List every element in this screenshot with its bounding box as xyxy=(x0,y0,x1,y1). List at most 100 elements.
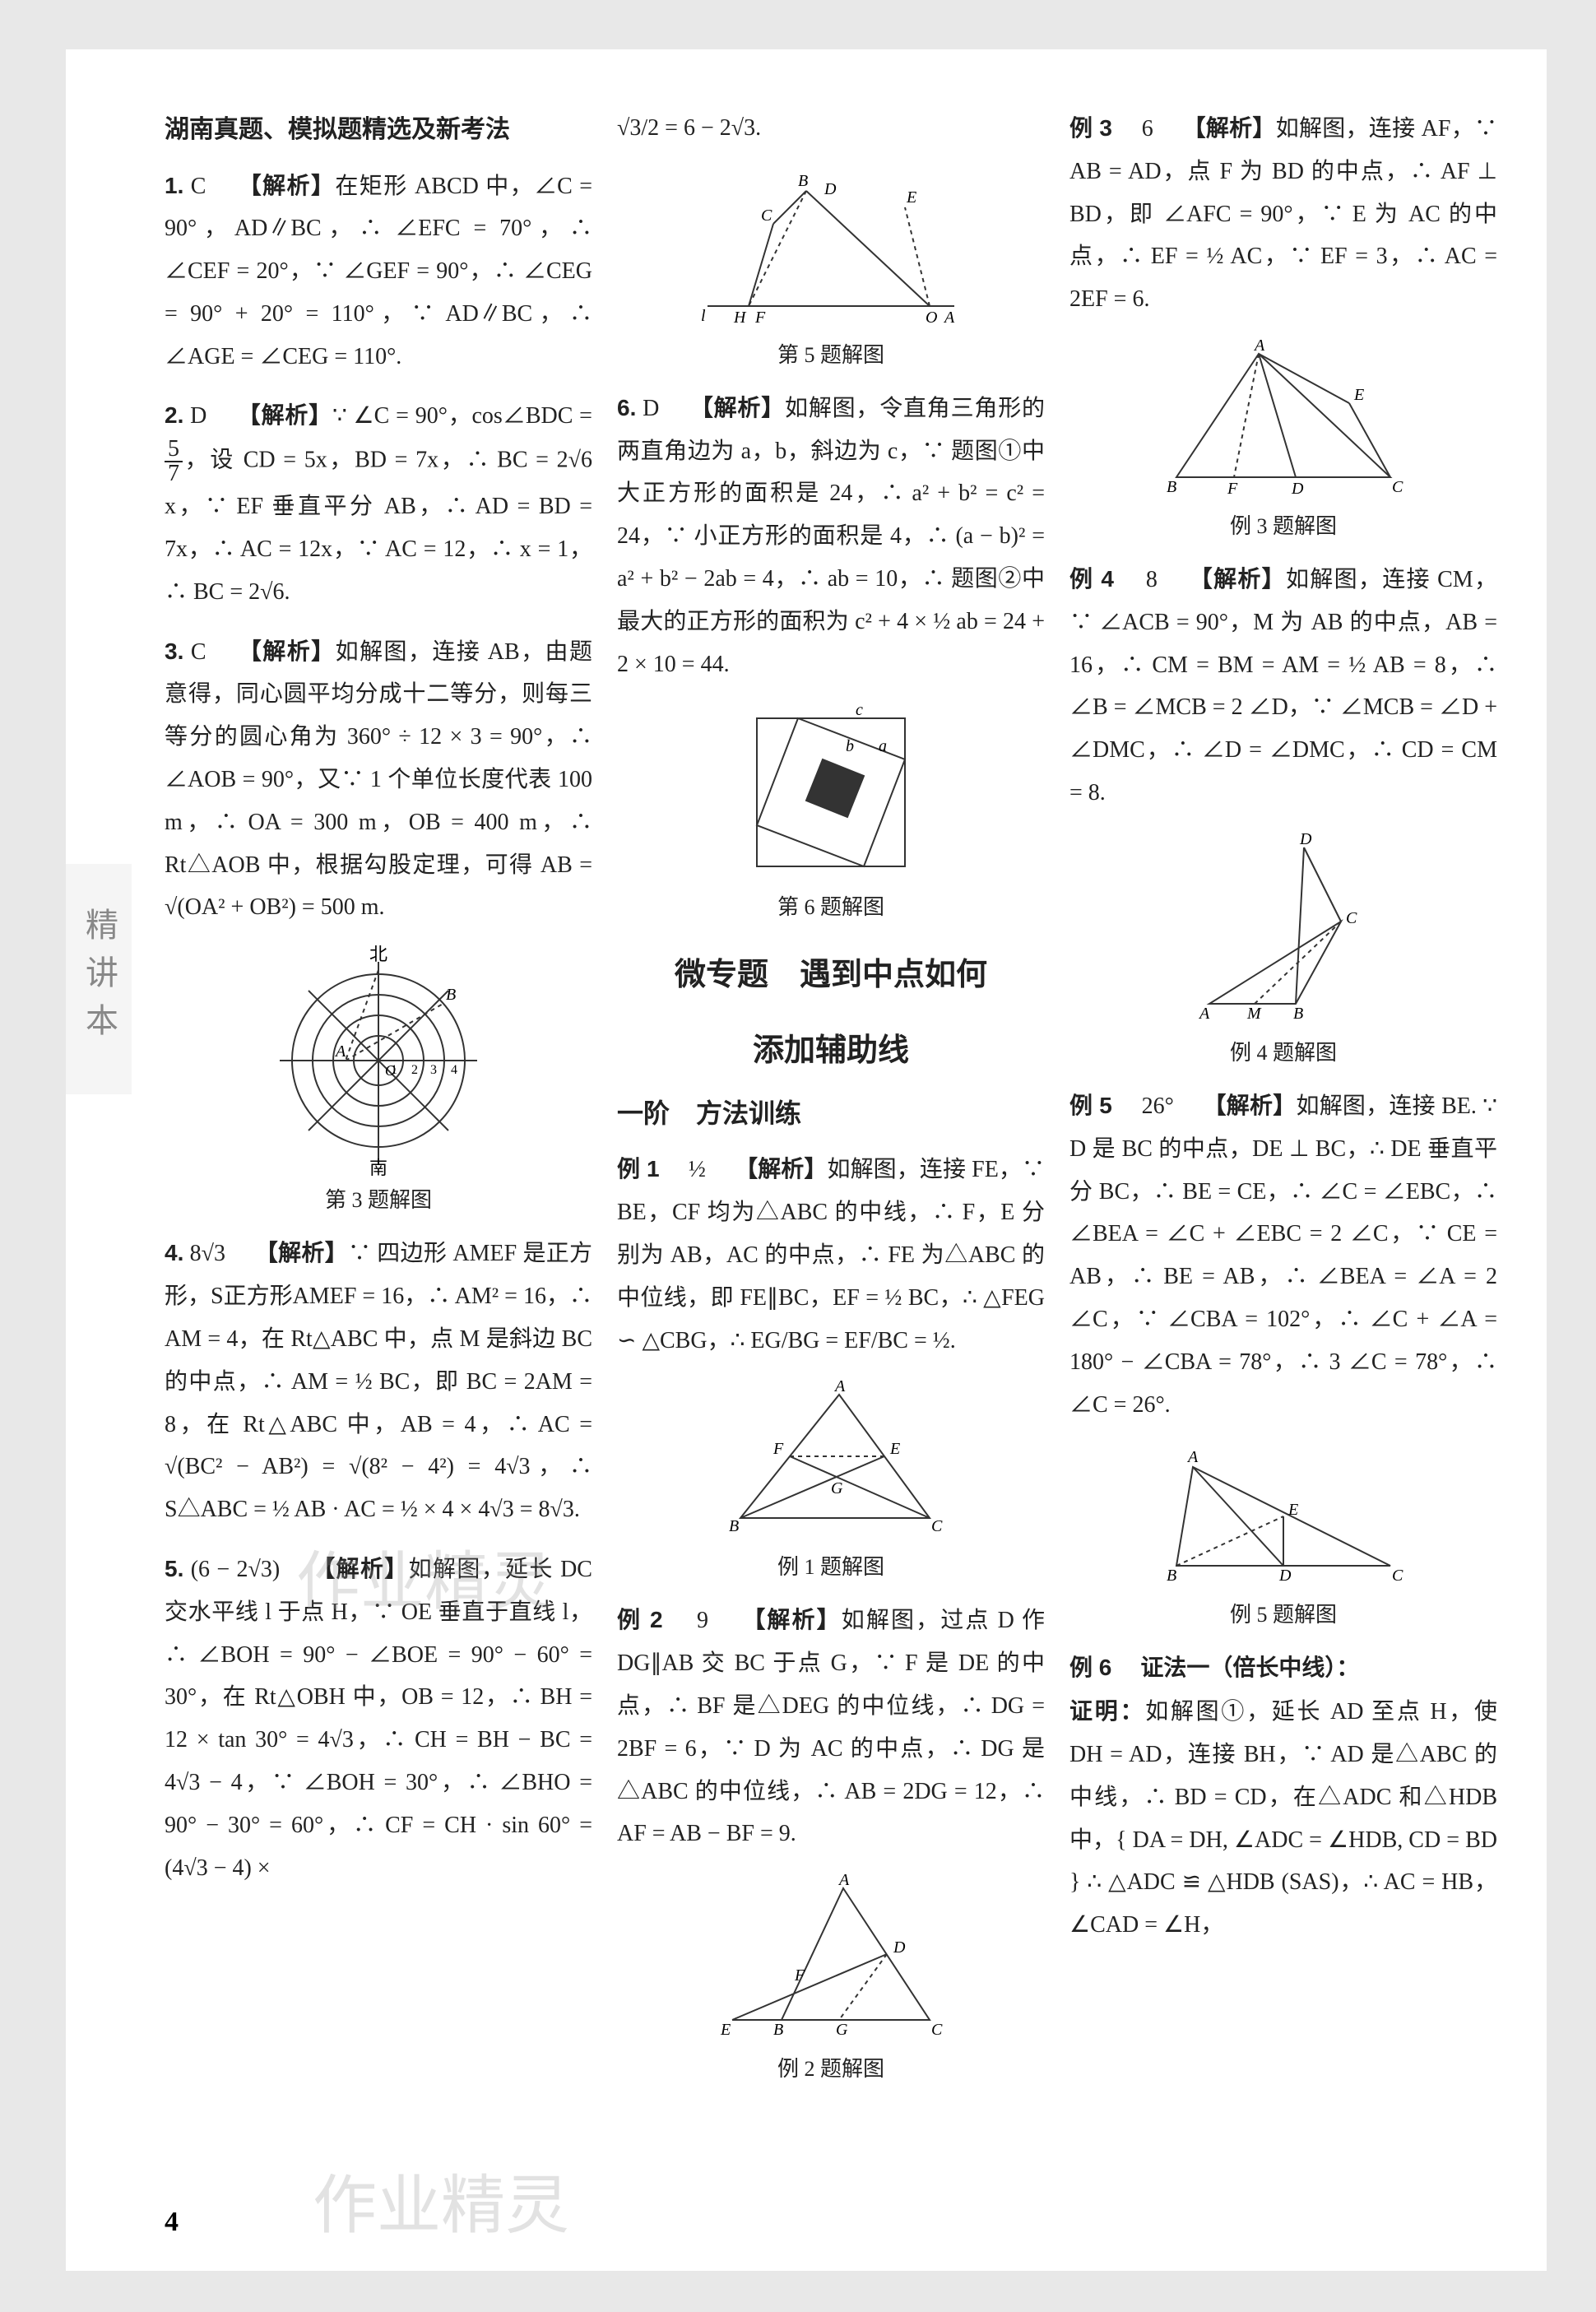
q2-tag: 【解析】 xyxy=(238,402,332,428)
fig-e3-svg: A B C D E F xyxy=(1152,337,1415,502)
side-tab: 精讲本 xyxy=(66,864,132,1094)
q3-text: 如解图，连接 AB，由题意得，同心圆平均分成十二等分，则每三等分的圆心角为 36… xyxy=(165,639,592,921)
svg-text:D: D xyxy=(1299,831,1312,848)
fig-e2: A B C D E F G 例 2 题解图 xyxy=(617,1872,1045,2089)
section-title-2: 添加辅助线 xyxy=(617,1022,1045,1079)
q6-tag: 【解析】 xyxy=(690,395,785,420)
svg-text:A: A xyxy=(334,1042,346,1061)
svg-text:B: B xyxy=(1167,1567,1176,1585)
svg-text:1: 1 xyxy=(391,1063,397,1077)
e3-ans: 6 xyxy=(1142,116,1153,142)
svg-text:B: B xyxy=(446,986,456,1004)
q3: 3. C 【解析】如解图，连接 AB，由题意得，同心圆平均分成十二等分，则每三等… xyxy=(165,630,592,930)
q2-num: 2. xyxy=(165,402,183,428)
svg-text:2: 2 xyxy=(411,1063,418,1077)
q4-num: 4. xyxy=(165,1240,183,1265)
svg-text:E: E xyxy=(720,2021,731,2039)
q5-num: 5. xyxy=(165,1556,183,1581)
q1: 1. C 【解析】在矩形 ABCD 中，∠C = 90°，AD∥BC，∴ ∠EF… xyxy=(165,165,592,378)
svg-text:C: C xyxy=(1392,1567,1403,1585)
fig-e2-caption: 例 2 题解图 xyxy=(777,2050,884,2089)
q5: 5. (6 − 2√3) 【解析】如解图，延长 DC 交水平线 l 于点 H，∵… xyxy=(165,1548,592,1889)
q2-before: ∵ ∠C = 90°，cos∠BDC = xyxy=(332,403,592,429)
e1-tag: 【解析】 xyxy=(735,1156,827,1182)
svg-text:M: M xyxy=(1246,1005,1262,1023)
q2: 2. D 【解析】∵ ∠C = 90°，cos∠BDC = 57，设 CD = … xyxy=(165,394,592,613)
svg-text:B: B xyxy=(1167,478,1176,496)
e4-tag: 【解析】 xyxy=(1190,566,1286,592)
svg-text:D: D xyxy=(1278,1567,1292,1585)
fig-e3: A B C D E F 例 3 题解图 xyxy=(1069,337,1497,546)
column-1: 湖南真题、模拟题精选及新考法 1. C 【解析】在矩形 ABCD 中，∠C = … xyxy=(165,107,592,2221)
q6-text: 如解图，令直角三角形的两直角边为 a，b，斜边为 c，∵ 题图①中大正方形的面积… xyxy=(617,396,1045,677)
svg-text:E: E xyxy=(1353,386,1364,404)
e5-text: 如解图，连接 BE. ∵ D 是 BC 的中点，DE ⊥ BC，∴ DE 垂直平… xyxy=(1069,1093,1497,1418)
svg-text:F: F xyxy=(794,1966,805,1985)
svg-text:G: G xyxy=(831,1479,843,1497)
svg-text:C: C xyxy=(1392,478,1403,496)
q4-tag: 【解析】 xyxy=(255,1240,348,1265)
q1-tag: 【解析】 xyxy=(239,173,336,198)
e3-label: 例 3 xyxy=(1069,115,1112,141)
e4-ans: 8 xyxy=(1146,567,1158,592)
fig-e1-caption: 例 1 题解图 xyxy=(777,1548,884,1587)
e2-tag: 【解析】 xyxy=(742,1607,841,1632)
column-3: 例 3 6 【解析】如解图，连接 AF，∵ AB = AD，点 F 为 BD 的… xyxy=(1069,107,1497,2221)
svg-text:E: E xyxy=(1287,1501,1298,1519)
e2-text: 如解图，过点 D 作 DG∥AB 交 BC 于点 G，∵ F 是 DE 的中点，… xyxy=(617,1608,1045,1846)
svg-text:B: B xyxy=(798,172,808,190)
fig-e4: A B C D M 例 4 题解图 xyxy=(1069,831,1497,1073)
svg-text:G: G xyxy=(836,2021,848,2039)
content-columns: 湖南真题、模拟题精选及新考法 1. C 【解析】在矩形 ABCD 中，∠C = … xyxy=(165,107,1497,2221)
fig-e5-caption: 例 5 题解图 xyxy=(1230,1595,1337,1635)
svg-text:D: D xyxy=(893,1938,906,1957)
fig3: 北 南 A B O 1 2 3 4 第 3 题解图 xyxy=(165,945,592,1220)
fig-e4-caption: 例 4 题解图 xyxy=(1230,1033,1337,1073)
e6-label: 例 6 xyxy=(1069,1655,1111,1680)
svg-text:3: 3 xyxy=(430,1063,437,1077)
page-number: 4 xyxy=(165,2207,179,2238)
fig5-caption: 第 5 题解图 xyxy=(777,336,884,375)
q5-cont: √3/2 = 6 − 2√3. xyxy=(617,107,1045,150)
e1-ans: ½ xyxy=(689,1157,706,1182)
q5-tag: 【解析】 xyxy=(312,1556,408,1581)
svg-text:l: l xyxy=(701,307,706,325)
svg-text:A: A xyxy=(837,1872,850,1889)
fig6: a b c 第 6 题解图 xyxy=(617,702,1045,927)
compass-icon: 北 南 A B O 1 2 3 4 xyxy=(263,945,494,1176)
q1-num: 1. xyxy=(165,173,183,198)
svg-text:F: F xyxy=(772,1440,784,1458)
e5-ans: 26° xyxy=(1142,1093,1174,1119)
svg-text:A: A xyxy=(833,1378,846,1395)
svg-text:B: B xyxy=(729,1517,739,1535)
fig-e3-caption: 例 3 题解图 xyxy=(1230,507,1337,546)
fig-e5: A B C D E 例 5 题解图 xyxy=(1069,1442,1497,1635)
q6-ans: D xyxy=(643,396,659,421)
q6-num: 6. xyxy=(617,395,636,420)
e6-proof-label: 证明： xyxy=(1069,1698,1145,1724)
svg-text:B: B xyxy=(1293,1005,1303,1023)
fig-e5-svg: A B C D E xyxy=(1152,1442,1415,1590)
fig-e4-svg: A B C D M xyxy=(1176,831,1390,1028)
svg-text:D: D xyxy=(824,180,837,198)
svg-text:A: A xyxy=(1186,1448,1199,1466)
fig6-svg: a b c xyxy=(740,702,921,883)
svg-text:C: C xyxy=(931,2021,943,2039)
q3-tag: 【解析】 xyxy=(239,638,336,664)
section-title-1: 微专题 遇到中点如何 xyxy=(617,946,1045,1004)
q6: 6. D 【解析】如解图，令直角三角形的两直角边为 a，b，斜边为 c，∵ 题图… xyxy=(617,387,1045,686)
q4: 4. 8√3 【解析】∵ 四边形 AMEF 是正方形，S正方形AMEF = 16… xyxy=(165,1232,592,1531)
q5-ans: (6 − 2√3) xyxy=(191,1557,281,1582)
svg-text:a: a xyxy=(879,737,887,755)
svg-text:C: C xyxy=(761,207,772,225)
e4-text: 如解图，连接 CM，∵ ∠ACB = 90°，M 为 AB 的中点，AB = 1… xyxy=(1069,567,1497,805)
svg-text:A: A xyxy=(1253,337,1265,355)
fig5: l H F O A B C D E 第 5 题解图 xyxy=(617,166,1045,375)
e3-tag: 【解析】 xyxy=(1183,115,1276,141)
svg-text:C: C xyxy=(931,1517,943,1535)
e3: 例 3 6 【解析】如解图，连接 AF，∵ AB = AD，点 F 为 BD 的… xyxy=(1069,107,1497,321)
e1-label: 例 1 xyxy=(617,1156,660,1182)
svg-text:4: 4 xyxy=(451,1063,457,1077)
e6: 例 6 证法一（倍长中线）： 证明：如解图①，延长 AD 至点 H，使 DH =… xyxy=(1069,1646,1497,1947)
fig-e1: A B C E F G 例 1 题解图 xyxy=(617,1378,1045,1587)
